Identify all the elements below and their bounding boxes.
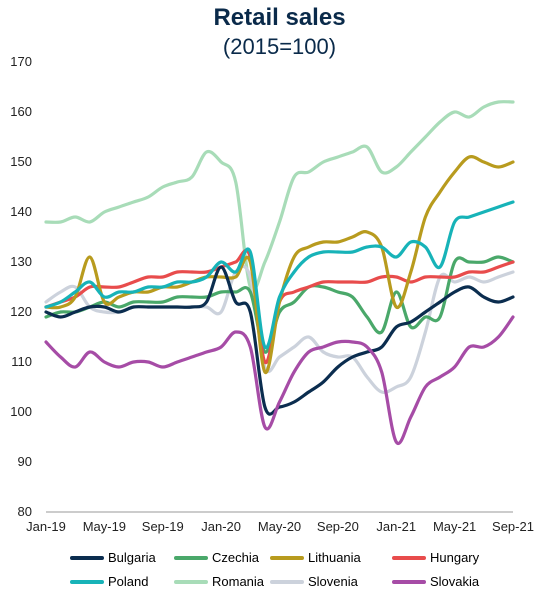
y-tick-label: 100 [10, 404, 32, 419]
series-line-slovakia [44, 315, 515, 446]
y-tick-label: 110 [11, 354, 32, 369]
chart-title: Retail sales [213, 4, 346, 31]
legend-label: Bulgaria [108, 550, 156, 565]
legend-label: Lithuania [308, 550, 361, 565]
series-line-bulgaria [44, 265, 515, 416]
chart-subtitle: (2015=100) [222, 34, 337, 59]
y-tick-label: 140 [10, 204, 32, 219]
y-tick-label: 120 [10, 304, 32, 319]
legend-swatch [392, 555, 426, 560]
legend-label: Hungary [430, 550, 480, 565]
series-line-romania [44, 100, 515, 292]
legend-item-slovakia: Slovakia [392, 574, 479, 589]
x-tick-label: Sep-20 [317, 519, 359, 534]
legend-swatch [70, 579, 104, 584]
legend-item-poland: Poland [70, 574, 148, 589]
x-tick-label: Sep-19 [142, 519, 184, 534]
legend-swatch [270, 579, 304, 584]
legend-swatch [174, 555, 208, 560]
x-tick-label: May-20 [258, 519, 301, 534]
x-tick-label: May-19 [83, 519, 126, 534]
series-line-czechia [44, 255, 515, 354]
series-line-poland [44, 200, 515, 350]
legend-label: Poland [108, 574, 149, 589]
x-tick-label: May-21 [433, 519, 476, 534]
y-tick-label: 160 [10, 104, 32, 119]
y-tick-label: 90 [18, 454, 32, 469]
x-tick-label: Sep-21 [492, 519, 534, 534]
legend-item-hungary: Hungary [392, 550, 479, 565]
legend-label: Czechia [212, 550, 259, 565]
legend-item-lithuania: Lithuania [270, 550, 361, 565]
series-line-lithuania [44, 155, 515, 374]
legend-item-slovenia: Slovenia [270, 574, 358, 589]
legend-swatch [392, 579, 426, 584]
legend-swatch [174, 579, 208, 584]
y-tick-label: 130 [10, 254, 32, 269]
x-tick-label: Jan-21 [376, 519, 416, 534]
legend-item-romania: Romania [174, 574, 264, 589]
legend-swatch [270, 555, 304, 560]
legend-label: Slovakia [430, 574, 480, 589]
legend-label: Romania [212, 574, 265, 589]
legend-item-bulgaria: Bulgaria [70, 550, 156, 565]
y-tick-label: 150 [10, 154, 32, 169]
y-tick-label: 80 [18, 504, 32, 519]
legend-label: Slovenia [308, 574, 358, 589]
x-tick-label: Jan-19 [26, 519, 66, 534]
legend-swatch [70, 555, 104, 560]
y-tick-label: 170 [10, 54, 32, 69]
x-tick-label: Jan-20 [201, 519, 241, 534]
legend-item-czechia: Czechia [174, 550, 259, 565]
